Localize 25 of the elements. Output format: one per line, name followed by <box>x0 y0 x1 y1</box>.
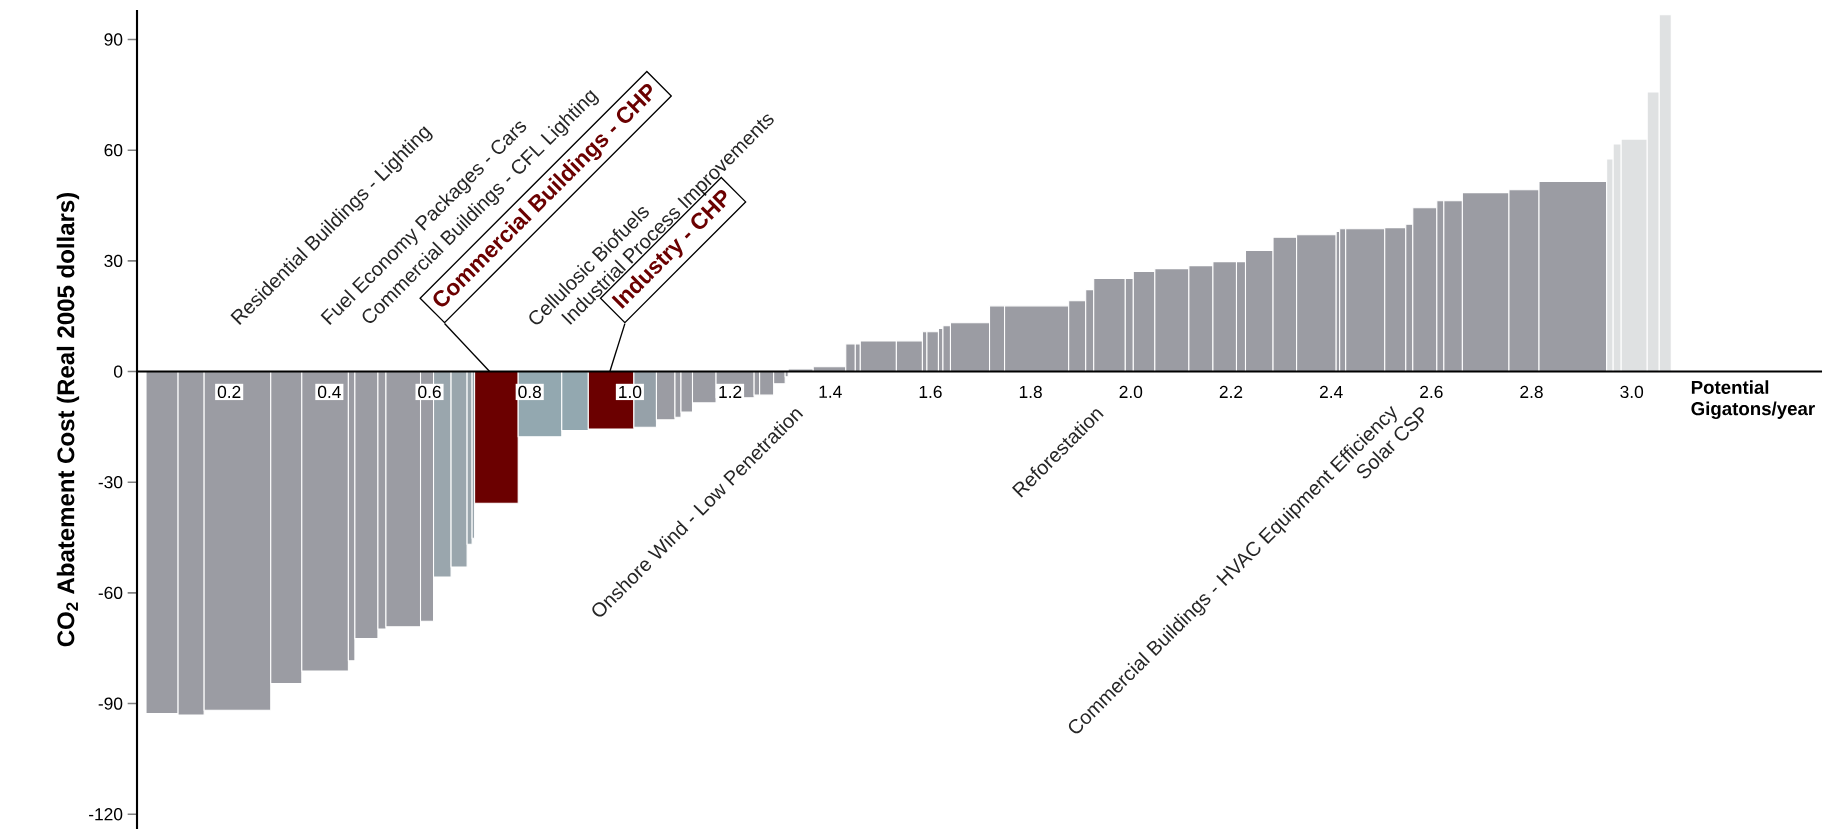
y-tick-label: -120 <box>89 808 123 821</box>
y-tick-label: -90 <box>98 697 123 710</box>
x-tick-label: 0.6 <box>418 385 441 399</box>
x-tick-label: 3.0 <box>1620 385 1644 399</box>
y-axis-title: CO$_{2}$ Abatement Cost (Real 2005 dollars) <box>56 193 80 647</box>
x-tick-label: 1.8 <box>1019 385 1042 399</box>
x-tick-label: 0.2 <box>217 385 241 399</box>
x-tick-label: 2.0 <box>1119 385 1143 399</box>
y-tick-label: 0 <box>113 365 123 378</box>
x-tick-label: 1.0 <box>619 385 642 399</box>
x-axis-title: Potential Gigatons/year <box>1691 380 1815 420</box>
x-tick-label: 2.4 <box>1319 385 1343 398</box>
y-tick-label: 60 <box>104 144 123 157</box>
y-tick-label: -60 <box>98 586 123 600</box>
x-tick-label: 2.2 <box>1219 385 1243 398</box>
x-tick-label: 1.4 <box>819 385 842 398</box>
x-tick-label: 0.4 <box>317 385 341 399</box>
x-tick-label: 1.2 <box>719 385 742 398</box>
y-tick-label: 30 <box>104 254 123 267</box>
x-tick-label: 1.6 <box>919 385 942 399</box>
y-tick-label: 90 <box>104 33 123 46</box>
y-tick-label: -30 <box>98 476 123 489</box>
x-tick-label: 2.8 <box>1520 385 1543 399</box>
x-tick-label: 0.8 <box>518 385 542 399</box>
x-tick-label: 2.6 <box>1420 385 1443 399</box>
